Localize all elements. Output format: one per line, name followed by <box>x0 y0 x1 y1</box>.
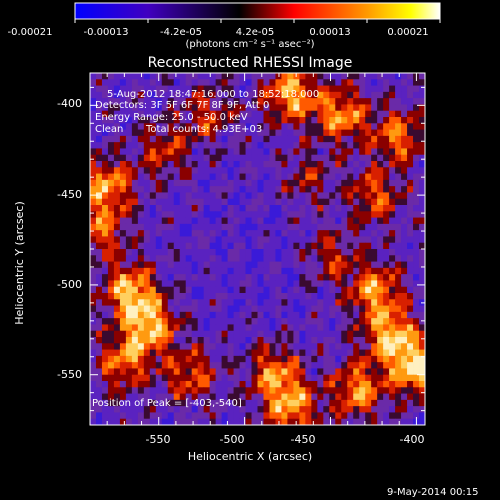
y-tick-label: -450 <box>57 188 82 201</box>
energy-range-annotation: Energy Range: 25.0 - 50.0 keV <box>95 112 248 123</box>
footer-date: 9-May-2014 00:15 <box>387 487 479 498</box>
y-axis-label: Heliocentric Y (arcsec) <box>13 201 26 325</box>
x-tick-label: -450 <box>290 433 316 446</box>
total-counts-annotation: Total counts: 4.93E+03 <box>146 124 263 135</box>
colorbar-tick-label: -0.00013 <box>83 27 129 38</box>
colorbar <box>74 2 441 23</box>
y-tick-label: -500 <box>57 278 82 291</box>
x-tick-label: -550 <box>145 433 171 446</box>
colorbar-tick-label: 0.00013 <box>309 27 351 38</box>
colorbar-tick-label: 4.2e-05 <box>235 27 275 38</box>
detectors-annotation: Detectors: 3F 5F 6F 7F 8F 9F, Att 0 <box>95 100 270 111</box>
x-tick-label: -500 <box>219 433 245 446</box>
heatmap-image <box>90 73 426 426</box>
colorbar-tick-label: -0.00021 <box>7 27 53 38</box>
colorbar-units-label: (photons cm⁻² s⁻¹ asec⁻²) <box>185 39 315 50</box>
colorbar-tick-label: -4.2e-05 <box>160 27 202 38</box>
y-tick-label: -400 <box>57 97 82 110</box>
x-tick-label: -400 <box>399 433 425 446</box>
x-axis-label: Heliocentric X (arcsec) <box>187 450 313 463</box>
colorbar-tick-label: 0.00021 <box>387 27 429 38</box>
y-tick-label: -550 <box>57 368 82 381</box>
algorithm-annotation: Clean <box>95 124 124 135</box>
colorbar-gradient <box>74 2 441 20</box>
plot-title: Reconstructed RHESSI Image <box>147 55 353 71</box>
peak-position-label: Position of Peak = [-403,-540] <box>92 398 242 409</box>
time-range-annotation: 5-Aug-2012 18:47:16.000 to 18:52:18.000 <box>107 89 320 100</box>
